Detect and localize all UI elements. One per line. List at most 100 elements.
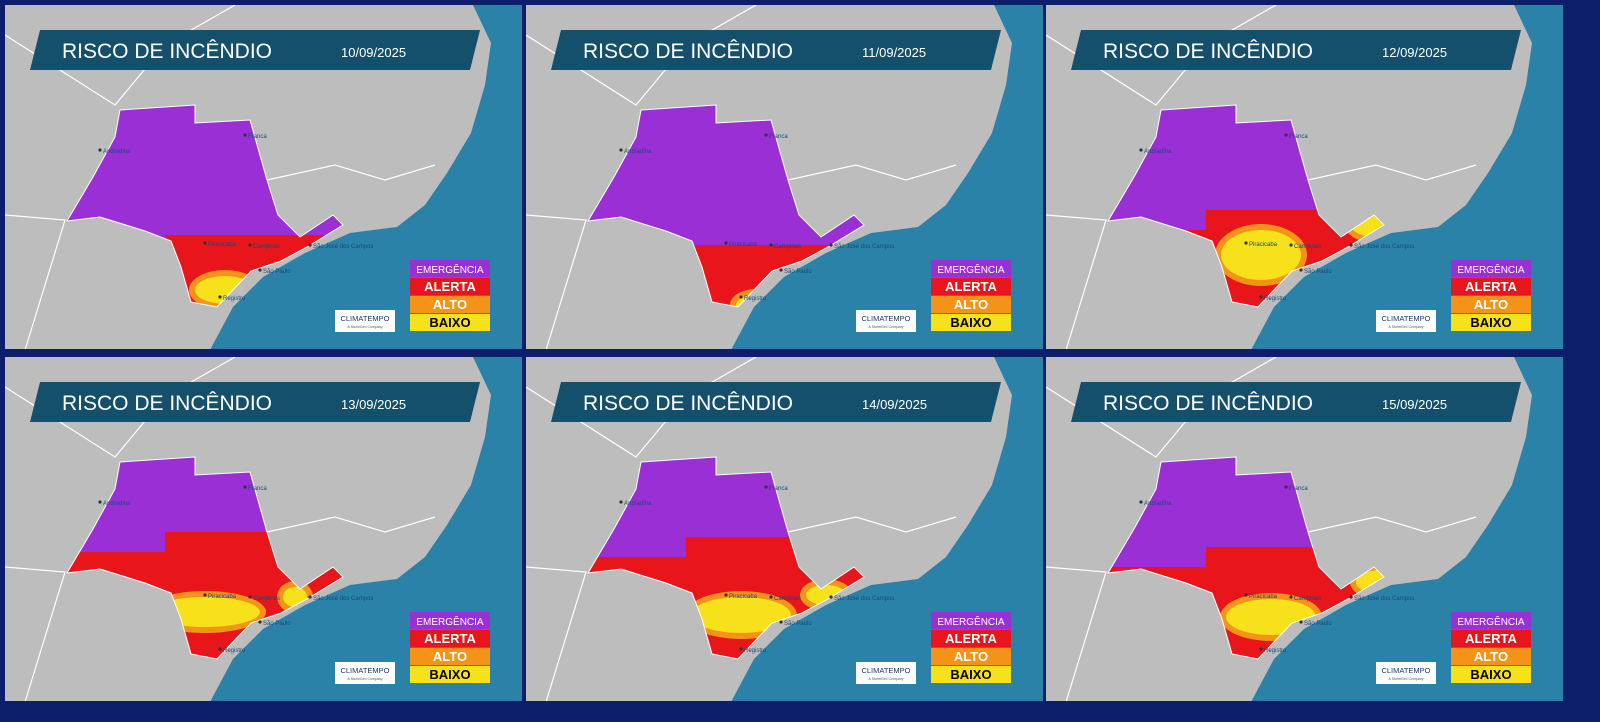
panel-title: RISCO DE INCÊNDIO	[1103, 40, 1313, 63]
city-dot	[619, 148, 623, 152]
city-dot	[218, 647, 222, 651]
legend-swatch	[1451, 314, 1531, 331]
city-label: Andradina	[1144, 501, 1172, 507]
map-panel: Andradina Franca Piracicaba Campinas São Pau…	[5, 5, 522, 349]
city-dot	[98, 500, 102, 504]
panel-date: 14/09/2025	[862, 397, 927, 412]
logo-box	[1376, 310, 1436, 332]
zone-yellow	[1221, 230, 1301, 280]
city-dot	[764, 133, 768, 137]
city-dot	[1284, 485, 1288, 489]
map-panel: Andradina Franca Piracicaba Campinas São Pau…	[5, 357, 522, 701]
city-dot	[218, 295, 222, 299]
map-panel: Andradina Franca Piracicaba Campinas São Pau…	[1046, 357, 1563, 701]
border	[266, 516, 436, 533]
legend-label: BAIXO	[429, 667, 470, 682]
title-banner	[1071, 382, 1521, 422]
legend-label: EMERGÊNCIA	[937, 615, 1005, 628]
legend-swatch	[1451, 666, 1531, 683]
border	[787, 164, 957, 181]
city-label: Franca	[1289, 486, 1308, 492]
logo-name: CLIMATEMPO	[1381, 314, 1430, 323]
city-label: Franca	[1289, 134, 1308, 140]
logo-name: CLIMATEMPO	[1381, 666, 1430, 675]
legend-swatch	[1451, 278, 1531, 295]
legend-label: ALERTA	[1465, 279, 1517, 294]
zone-purple	[588, 537, 686, 557]
city-dot	[243, 485, 247, 489]
border	[526, 214, 587, 349]
legend-swatch	[1451, 630, 1531, 647]
panel-date: 12/09/2025	[1382, 45, 1447, 60]
legend-label: ALERTA	[424, 279, 476, 294]
city-dot	[739, 295, 743, 299]
logo-box	[1376, 662, 1436, 684]
legend-label: ALTO	[433, 297, 467, 312]
city-label: Piracicaba	[1249, 594, 1278, 600]
legend-label: EMERGÊNCIA	[1457, 615, 1525, 628]
city-label: Andradina	[624, 501, 652, 507]
legend-swatch	[1451, 260, 1531, 277]
city-dot	[248, 595, 252, 599]
logo-name: CLIMATEMPO	[861, 666, 910, 675]
state-outline	[66, 456, 344, 660]
map-panel: Andradina Franca Piracicaba Campinas São Pau…	[526, 5, 1043, 349]
city-label: Campinas	[1294, 596, 1321, 602]
panel-date: 13/09/2025	[341, 397, 406, 412]
legend-label: BAIXO	[950, 667, 991, 682]
city-dot	[258, 620, 262, 624]
city-label: Campinas	[774, 244, 801, 250]
city-dot	[243, 133, 247, 137]
legend-swatch	[410, 648, 490, 665]
city-label: São José dos Campos	[1354, 244, 1414, 250]
title-banner	[30, 382, 480, 422]
legend-label: ALERTA	[424, 631, 476, 646]
logo-name: CLIMATEMPO	[861, 314, 910, 323]
city-label: Registro	[1264, 296, 1287, 302]
city-dot	[1139, 148, 1143, 152]
city-label: São Paulo	[263, 269, 291, 275]
city-dot	[1349, 243, 1353, 247]
border	[526, 566, 587, 701]
legend-label: ALERTA	[945, 279, 997, 294]
city-dot	[308, 595, 312, 599]
city-dot	[1289, 595, 1293, 599]
legend-swatch	[931, 630, 1011, 647]
city-label: Piracicaba	[729, 242, 758, 248]
panel-title: RISCO DE INCÊNDIO	[583, 40, 793, 63]
city-dot	[724, 593, 728, 597]
city-label: Registro	[744, 296, 767, 302]
legend-label: ALTO	[954, 297, 988, 312]
title-banner	[551, 382, 1001, 422]
legend-swatch	[931, 648, 1011, 665]
panel-date: 15/09/2025	[1382, 397, 1447, 412]
city-dot	[308, 243, 312, 247]
city-label: São José dos Campos	[313, 244, 373, 250]
city-label: São Paulo	[263, 621, 291, 627]
zone-purple	[67, 532, 165, 552]
title-banner	[30, 30, 480, 70]
legend-swatch	[931, 296, 1011, 313]
border	[5, 566, 66, 701]
city-label: Franca	[248, 134, 267, 140]
legend-swatch	[931, 612, 1011, 629]
logo-name: CLIMATEMPO	[340, 314, 389, 323]
city-dot	[1299, 268, 1303, 272]
state-outline	[66, 104, 344, 308]
legend-label: BAIXO	[950, 315, 991, 330]
legend-swatch	[410, 260, 490, 277]
legend-label: ALERTA	[1465, 631, 1517, 646]
legend-label: BAIXO	[429, 315, 470, 330]
city-dot	[258, 268, 262, 272]
legend-label: EMERGÊNCIA	[416, 263, 484, 276]
panel-date: 11/09/2025	[862, 45, 926, 60]
logo-tagline: A StormGeo Company	[1388, 325, 1423, 329]
city-label: Registro	[223, 296, 246, 302]
city-dot	[829, 595, 833, 599]
city-dot	[98, 148, 102, 152]
logo-box	[335, 662, 395, 684]
panel-title: RISCO DE INCÊNDIO	[583, 392, 793, 415]
city-label: Piracicaba	[1249, 242, 1278, 248]
city-label: São José dos Campos	[313, 596, 373, 602]
